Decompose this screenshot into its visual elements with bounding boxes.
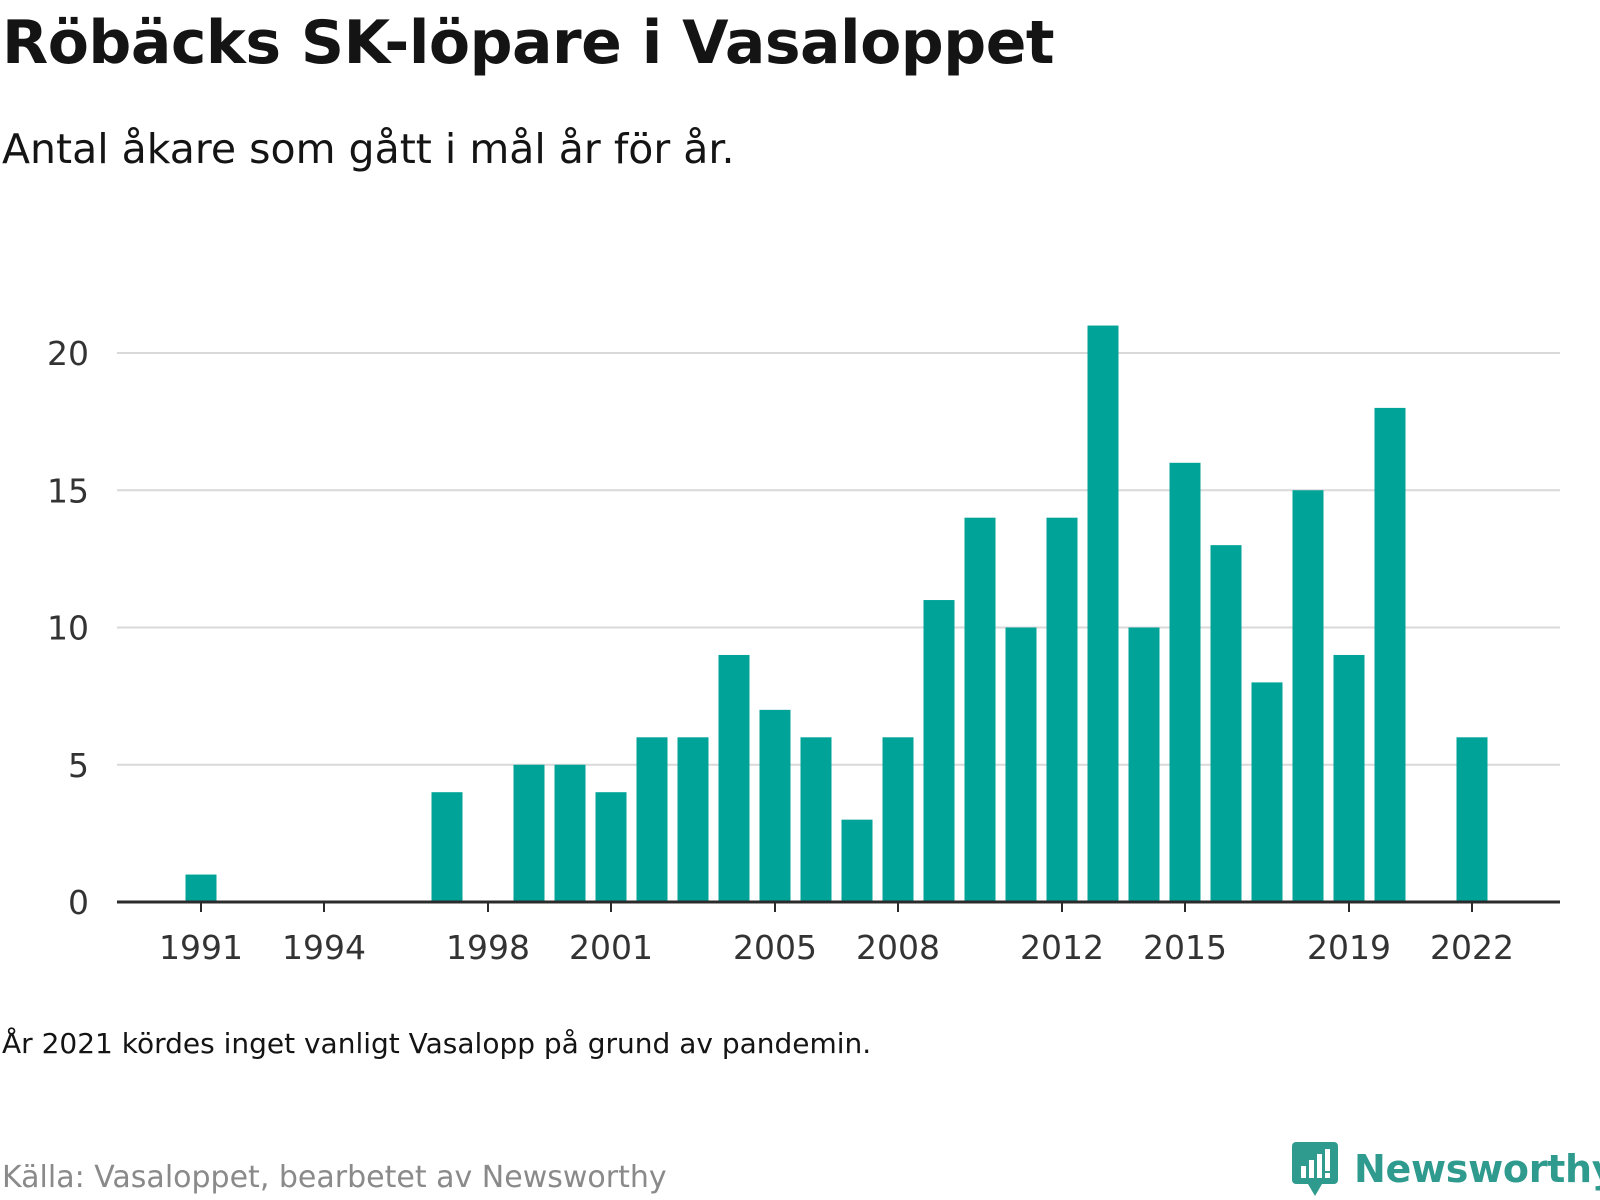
bar-2010[interactable]: [964, 517, 996, 902]
bar-2012[interactable]: [1046, 517, 1078, 902]
y-tick-label: 5: [68, 746, 89, 785]
bar-2020[interactable]: [1374, 407, 1406, 902]
source-credit: Källa: Vasaloppet, bearbetet av Newswort…: [2, 1160, 667, 1195]
bar-2022[interactable]: [1456, 737, 1488, 902]
bar-2006[interactable]: [800, 737, 832, 902]
bar-2008[interactable]: [882, 737, 914, 902]
bar-2014[interactable]: [1128, 627, 1160, 903]
bar-1999[interactable]: [513, 764, 545, 902]
chart-footnote: År 2021 kördes inget vanligt Vasalopp på…: [2, 1027, 872, 1060]
x-tick-label: 2022: [1430, 928, 1514, 967]
axes: 0 5 10 15 20 1991 1994 1998 2001 2005 2008 2012 2015…: [47, 334, 1560, 967]
bar-2016[interactable]: [1210, 545, 1242, 902]
brand-name: Newsworthy: [1354, 1147, 1600, 1191]
bar-2007[interactable]: [841, 819, 873, 902]
x-tick-label: 2012: [1020, 928, 1104, 967]
bars: [185, 325, 1488, 903]
bar-1997[interactable]: [431, 792, 463, 902]
bar-2005[interactable]: [759, 709, 791, 902]
y-tick-label: 20: [47, 334, 89, 373]
bar-2017[interactable]: [1251, 682, 1283, 902]
x-tick-label: 2005: [733, 928, 817, 967]
chart-subtitle: Antal åkare som gått i mål år för år.: [2, 125, 735, 173]
bar-2019[interactable]: [1333, 654, 1365, 902]
y-tick-label: 15: [47, 471, 89, 510]
x-tick-label: 2008: [856, 928, 940, 967]
bar-2018[interactable]: [1292, 490, 1324, 902]
bar-2001[interactable]: [595, 792, 627, 902]
bar-2000[interactable]: [554, 764, 586, 902]
bar-2002[interactable]: [636, 737, 668, 902]
bar-chart: 0 5 10 15 20 1991 1994 1998 2001 2005 2008 2012 2015…: [47, 325, 1560, 967]
bar-2004[interactable]: [718, 654, 750, 902]
bar-2011[interactable]: [1005, 627, 1037, 903]
bar-2003[interactable]: [677, 737, 709, 902]
bar-2013[interactable]: [1087, 325, 1119, 902]
x-tick-label: 1994: [282, 928, 366, 967]
bar-2015[interactable]: [1169, 462, 1201, 902]
newsworthy-logo[interactable]: Newsworthy: [1290, 1140, 1600, 1198]
x-tick-label: 2001: [569, 928, 653, 967]
bar-1991[interactable]: [185, 874, 217, 902]
y-tick-label: 0: [68, 883, 89, 922]
x-tick-label: 1991: [159, 928, 243, 967]
bar-2009[interactable]: [923, 600, 955, 902]
x-tick-label: 2015: [1143, 928, 1227, 967]
y-tick-label: 10: [47, 609, 89, 648]
chart-speech-bubble-icon: [1292, 1142, 1338, 1196]
chart-title: Röbäcks SK-löpare i Vasaloppet: [2, 8, 1055, 78]
x-tick-label: 2019: [1307, 928, 1391, 967]
x-tick-label: 1998: [446, 928, 530, 967]
